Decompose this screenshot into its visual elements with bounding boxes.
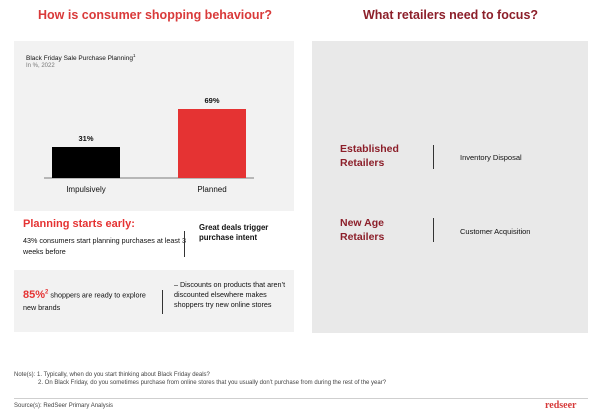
established-divider bbox=[433, 145, 434, 169]
planning-text: 43% consumers start planning purchases a… bbox=[23, 236, 187, 256]
chart-title: Black Friday Sale Purchase Planning1 bbox=[26, 53, 136, 63]
planning-insight: Planning starts early: 43% consumers sta… bbox=[14, 216, 294, 266]
explore-brands-panel: 85%2 shoppers are ready to explore new b… bbox=[14, 270, 294, 332]
new-age-retailers-label: New Age Retailers bbox=[340, 217, 385, 243]
inventory-disposal-text: Inventory Disposal bbox=[460, 153, 522, 162]
deals-trigger-text: Great deals trigger purchase intent bbox=[199, 223, 269, 242]
category-label-planned: Planned bbox=[197, 185, 226, 194]
planning-heading: Planning starts early: bbox=[23, 218, 135, 230]
customer-acquisition-text: Customer Acquisition bbox=[460, 227, 531, 236]
explore-divider bbox=[162, 290, 163, 314]
footer-divider bbox=[14, 398, 588, 399]
bar-planned bbox=[178, 109, 246, 178]
purchase-planning-chart-panel: 31% Impulsively 69% Planned Black Friday Sa… bbox=[14, 41, 294, 211]
redseer-logo: redseer bbox=[545, 400, 577, 411]
purchase-planning-chart: 31% Impulsively 69% Planned bbox=[44, 96, 254, 194]
source-note: Source(s): RedSeer Primary Analysis bbox=[14, 403, 114, 409]
value-label-planned: 69% bbox=[204, 96, 219, 105]
established-retailers-label: Established Retailers bbox=[340, 143, 399, 169]
explore-brands-text: 85%2 shoppers are ready to explore new b… bbox=[23, 288, 146, 312]
footnote-1: Note(s): 1. Typically, when do you start… bbox=[14, 372, 210, 378]
left-section-heading: How is consumer shopping behaviour? bbox=[38, 8, 273, 22]
footnotes: Note(s): 1. Typically, when do you start… bbox=[14, 372, 386, 387]
value-label-impulsively: 31% bbox=[78, 134, 93, 143]
right-section-heading: What retailers need to focus? bbox=[363, 8, 539, 22]
bar-impulsively bbox=[52, 147, 120, 178]
category-label-impulsively: Impulsively bbox=[66, 185, 106, 194]
retailer-focus-panel: Established Retailers Inventory Disposal… bbox=[312, 41, 588, 333]
discounts-text: – Discounts on products that aren’t disc… bbox=[174, 280, 286, 309]
footnote-2: 2. On Black Friday, do you sometimes pur… bbox=[38, 379, 387, 386]
planning-divider bbox=[184, 231, 185, 257]
chart-subtitle: In %, 2022 bbox=[26, 63, 55, 69]
new-age-divider bbox=[433, 218, 434, 242]
explore-percent: 85%2 bbox=[23, 288, 49, 301]
